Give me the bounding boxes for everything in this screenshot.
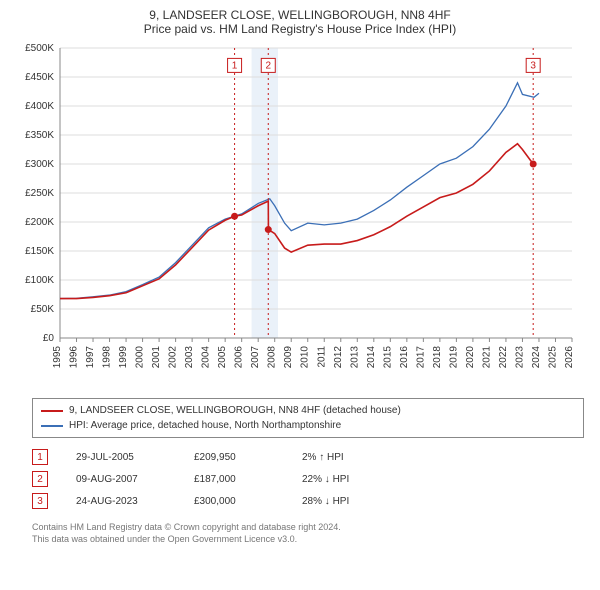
x-tick-label: 2012 <box>333 346 344 369</box>
event-price: £209,950 <box>194 452 274 463</box>
attribution: Contains HM Land Registry data © Crown c… <box>32 522 584 545</box>
event-date: 29-JUL-2005 <box>76 452 166 463</box>
x-tick-label: 2001 <box>151 346 162 369</box>
x-tick-label: 2010 <box>300 346 311 369</box>
y-tick-label: £350K <box>25 130 54 141</box>
x-tick-label: 2009 <box>283 346 294 369</box>
legend: 9, LANDSEER CLOSE, WELLINGBOROUGH, NN8 4… <box>32 398 584 438</box>
legend-label: 9, LANDSEER CLOSE, WELLINGBOROUGH, NN8 4… <box>69 403 401 418</box>
x-tick-label: 2020 <box>465 346 476 369</box>
legend-item: HPI: Average price, detached house, Nort… <box>41 418 575 433</box>
event-badge: 3 <box>32 493 48 509</box>
x-tick-label: 2025 <box>547 346 558 369</box>
event-price: £187,000 <box>194 474 274 485</box>
chart-title: 9, LANDSEER CLOSE, WELLINGBOROUGH, NN8 4… <box>12 8 588 22</box>
x-tick-label: 2013 <box>349 346 360 369</box>
event-delta: 2% ↑ HPI <box>302 452 422 463</box>
event-marker <box>530 161 537 168</box>
x-tick-label: 1998 <box>102 346 113 369</box>
y-tick-label: £300K <box>25 159 54 170</box>
legend-item: 9, LANDSEER CLOSE, WELLINGBOROUGH, NN8 4… <box>41 403 575 418</box>
x-tick-label: 2015 <box>382 346 393 369</box>
x-tick-label: 2014 <box>366 346 377 369</box>
legend-swatch <box>41 410 63 412</box>
x-tick-label: 2026 <box>564 346 575 369</box>
event-badge-label: 2 <box>265 60 271 71</box>
series-hpi <box>60 83 539 299</box>
event-badge-label: 1 <box>232 60 238 71</box>
x-tick-label: 2006 <box>234 346 245 369</box>
legend-swatch <box>41 425 63 427</box>
x-tick-label: 2023 <box>514 346 525 369</box>
x-tick-label: 2002 <box>168 346 179 369</box>
chart-subtitle: Price paid vs. HM Land Registry's House … <box>12 22 588 36</box>
x-tick-label: 1999 <box>118 346 129 369</box>
y-tick-label: £100K <box>25 275 54 286</box>
x-tick-label: 1997 <box>85 346 96 369</box>
y-tick-label: £150K <box>25 246 54 257</box>
event-row: 3 24-AUG-2023 £300,000 28% ↓ HPI <box>32 490 584 512</box>
event-date: 24-AUG-2023 <box>76 496 166 507</box>
y-tick-label: £400K <box>25 101 54 112</box>
x-tick-label: 2008 <box>267 346 278 369</box>
event-delta: 22% ↓ HPI <box>302 474 422 485</box>
footer-line: This data was obtained under the Open Go… <box>32 534 584 546</box>
x-tick-label: 2007 <box>250 346 261 369</box>
event-marker <box>265 226 272 233</box>
x-tick-label: 2022 <box>498 346 509 369</box>
event-delta: 28% ↓ HPI <box>302 496 422 507</box>
event-row: 1 29-JUL-2005 £209,950 2% ↑ HPI <box>32 446 584 468</box>
event-badge: 2 <box>32 471 48 487</box>
x-tick-label: 2018 <box>432 346 443 369</box>
y-tick-label: £450K <box>25 72 54 83</box>
x-tick-label: 2000 <box>135 346 146 369</box>
y-tick-label: £200K <box>25 217 54 228</box>
footer-line: Contains HM Land Registry data © Crown c… <box>32 522 584 534</box>
event-row: 2 09-AUG-2007 £187,000 22% ↓ HPI <box>32 468 584 490</box>
event-price: £300,000 <box>194 496 274 507</box>
y-tick-label: £50K <box>31 304 55 315</box>
event-date: 09-AUG-2007 <box>76 474 166 485</box>
x-tick-label: 2017 <box>415 346 426 369</box>
events-table: 1 29-JUL-2005 £209,950 2% ↑ HPI 2 09-AUG-2007… <box>32 446 584 512</box>
x-tick-label: 2004 <box>201 346 212 369</box>
y-tick-label: £500K <box>25 43 54 54</box>
legend-label: HPI: Average price, detached house, Nort… <box>69 418 341 433</box>
y-tick-label: £0 <box>43 333 55 344</box>
event-marker <box>231 213 238 220</box>
x-tick-label: 2019 <box>448 346 459 369</box>
line-chart: £0 £50K £100K £150K £200K £250K £300K £350K £400… <box>12 42 588 392</box>
x-tick-label: 2011 <box>316 346 327 368</box>
x-tick-label: 1996 <box>69 346 80 369</box>
event-badge: 1 <box>32 449 48 465</box>
x-tick-label: 2024 <box>531 346 542 369</box>
x-tick-label: 2021 <box>481 346 492 369</box>
event-badge-label: 3 <box>530 60 536 71</box>
x-tick-label: 2016 <box>399 346 410 369</box>
x-tick-label: 2005 <box>217 346 228 369</box>
x-tick-label: 2003 <box>184 346 195 369</box>
chart-area: £0 £50K £100K £150K £200K £250K £300K £350K £400… <box>12 42 588 392</box>
y-tick-label: £250K <box>25 188 54 199</box>
x-tick-label: 1995 <box>52 346 63 369</box>
series-property <box>60 144 533 299</box>
